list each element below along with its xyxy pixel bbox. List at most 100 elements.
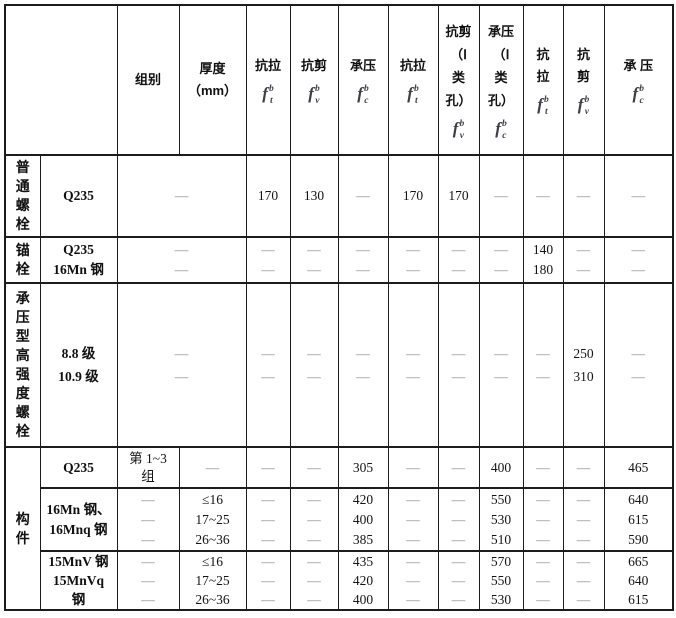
value-cell: 420 400 385: [337, 487, 389, 552]
value-cell: 435 420 400: [337, 550, 389, 611]
f-base: f: [537, 94, 543, 114]
group-label-bearing-type-hs-bolt: 承压型高强度螺栓: [4, 282, 41, 448]
value-cell: —: [437, 446, 480, 489]
f-sup: b: [584, 94, 590, 105]
f-sub: c: [364, 95, 369, 106]
hdr-tensile-1-label: 抗拉: [254, 57, 281, 73]
value-cell: — —: [337, 282, 389, 448]
f-sub: c: [639, 95, 644, 106]
value-cell: — —: [245, 236, 291, 284]
f-base: f: [495, 118, 501, 138]
value-cell: — — —: [522, 487, 564, 552]
value-cell: — —: [245, 282, 291, 448]
group-thickness-cell: — —: [116, 282, 247, 448]
f-base: f: [407, 83, 413, 103]
hdr-thickness-label: 厚度 （mm）: [187, 61, 238, 98]
value-cell: — —: [337, 236, 389, 284]
value-cell: —: [562, 154, 605, 238]
value-cell: — —: [603, 282, 674, 448]
value-cell: 170: [437, 154, 480, 238]
material-cell: 8.8 级 10.9 级: [39, 282, 118, 448]
row-anchor-bolt: 锚栓 Q235 16Mn 钢 — — — — — — — — — — — — —…: [4, 236, 674, 284]
f-base: f: [632, 83, 639, 103]
value-cell: 550 530 510: [478, 487, 524, 552]
f-sup: b: [459, 118, 465, 129]
group-label-member: 构件: [4, 446, 41, 611]
value-cell: 465: [603, 446, 674, 489]
f-sup: b: [543, 94, 549, 105]
f-sup: b: [268, 83, 274, 94]
hdr-bearing-3-label: 承 压: [623, 57, 654, 73]
group-thickness-cell: —: [116, 154, 247, 238]
value-cell: — —: [387, 282, 439, 448]
value-cell: — —: [603, 236, 674, 284]
value-cell: — — —: [245, 550, 291, 611]
row-ordinary-bolt: 普通螺栓 Q235 — 170 130 — 170 170 — — — —: [4, 154, 674, 238]
material-cell: Q235: [39, 154, 118, 238]
row-member-q235: 构件 Q235 第 1~3 组 — — — 305 — — 400 — — 46…: [4, 446, 674, 611]
value-cell: — —: [387, 236, 439, 284]
f-sup: b: [501, 118, 507, 129]
value-cell: 140 180: [522, 236, 564, 284]
f-sub: c: [502, 130, 507, 141]
f-base: f: [452, 118, 459, 138]
value-cell: — — —: [522, 550, 564, 611]
group-label-text: 锚栓: [15, 242, 30, 277]
group-label-text: 承压型高强度螺栓: [15, 290, 30, 439]
hdr-bearing-hole1-label: 承压 （Ⅰ 类 孔）: [487, 23, 514, 108]
group-thickness-cell: — —: [116, 236, 247, 284]
value-cell: —: [562, 446, 605, 489]
group-no-cell: — — —: [116, 487, 180, 552]
f-sub: v: [315, 95, 320, 106]
f-sub: t: [545, 106, 548, 117]
hdr-group-cell: 组别: [116, 4, 180, 156]
value-cell: — —: [478, 236, 524, 284]
hdr-tensile-2-label: 抗拉: [399, 57, 426, 73]
hdr-shear-3-label: 抗 剪: [576, 46, 590, 84]
row-bearing-type-hs-bolt: 承压型高强度螺栓 8.8 级 10.9 级 — — — — — — — — — …: [4, 282, 674, 448]
f-base: f: [577, 94, 584, 114]
value-cell: —: [603, 154, 674, 238]
group-label-anchor-bolt: 锚栓: [4, 236, 41, 284]
row-member-15mnv: 15MnV 钢 15MnVq 钢 — — — ≤16 17~25 26~36 —…: [5, 550, 674, 611]
hdr-shear-hole1-label: 抗剪 （Ⅰ 类 孔）: [445, 23, 472, 108]
thickness-cell: —: [178, 446, 247, 489]
value-cell: — — —: [387, 550, 439, 611]
value-cell: — — —: [562, 550, 605, 611]
hdr-group-label: 组别: [134, 72, 161, 87]
thickness-cell: ≤16 17~25 26~36: [178, 487, 247, 552]
value-cell: 170: [245, 154, 291, 238]
value-cell: 170: [387, 154, 439, 238]
value-cell: — —: [522, 282, 564, 448]
value-cell: — —: [437, 236, 480, 284]
f-sub: v: [459, 130, 464, 141]
f-base: f: [357, 83, 363, 103]
f-sup: b: [363, 83, 369, 94]
value-cell: —: [387, 446, 439, 489]
value-cell: — — —: [289, 550, 339, 611]
hdr-shear-1-label: 抗剪: [300, 57, 327, 73]
hdr-thickness-cell: 厚度 （mm）: [178, 4, 247, 156]
